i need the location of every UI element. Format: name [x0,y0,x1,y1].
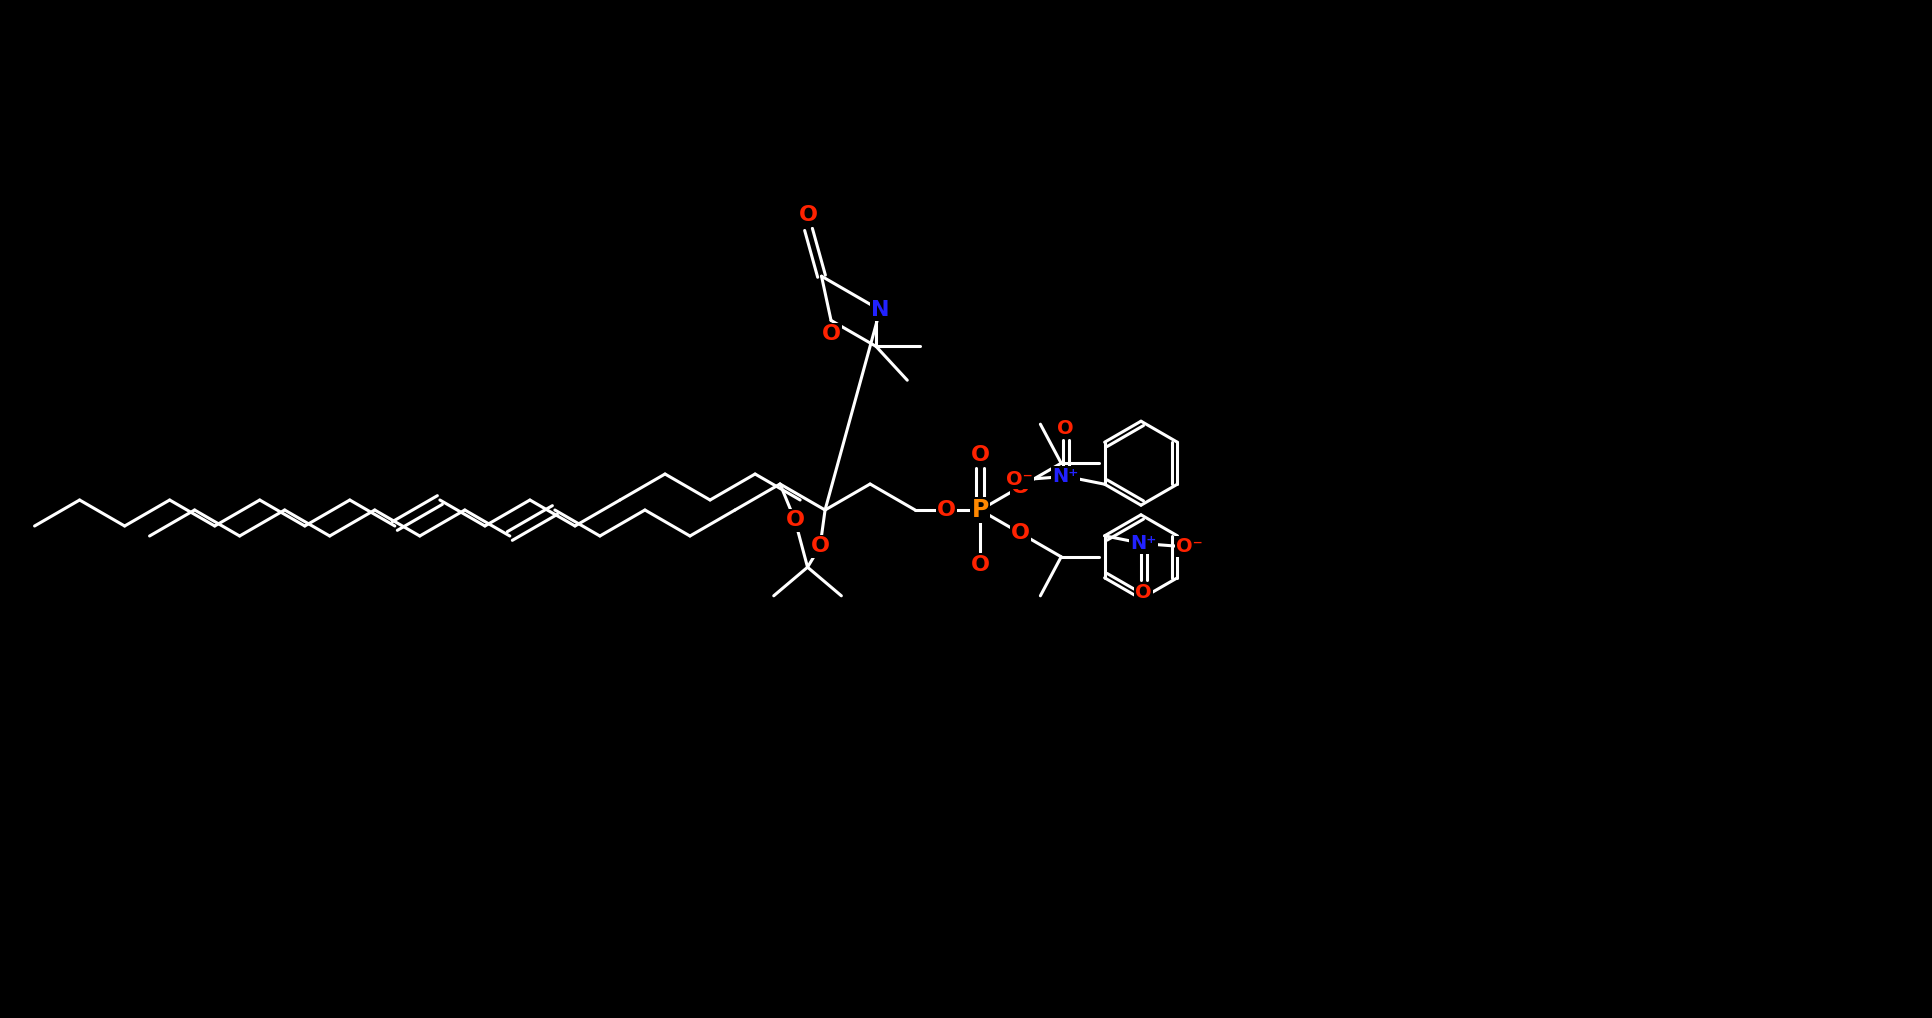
Text: O: O [821,325,840,344]
Text: O⁻: O⁻ [1177,536,1204,556]
Text: O: O [786,510,804,530]
Text: N⁺: N⁺ [1053,467,1078,486]
Text: O: O [800,206,817,225]
Text: O: O [1010,523,1030,544]
Text: O: O [937,500,956,520]
Text: O: O [970,555,989,574]
Text: O: O [811,536,829,557]
Text: O⁻: O⁻ [1007,469,1034,489]
Text: N: N [871,300,889,320]
Text: O: O [970,446,989,465]
Text: O: O [1057,418,1074,438]
Text: P: P [972,498,989,522]
Text: O: O [1010,476,1030,497]
Text: N⁺: N⁺ [1130,534,1157,553]
Text: O: O [1136,582,1151,602]
